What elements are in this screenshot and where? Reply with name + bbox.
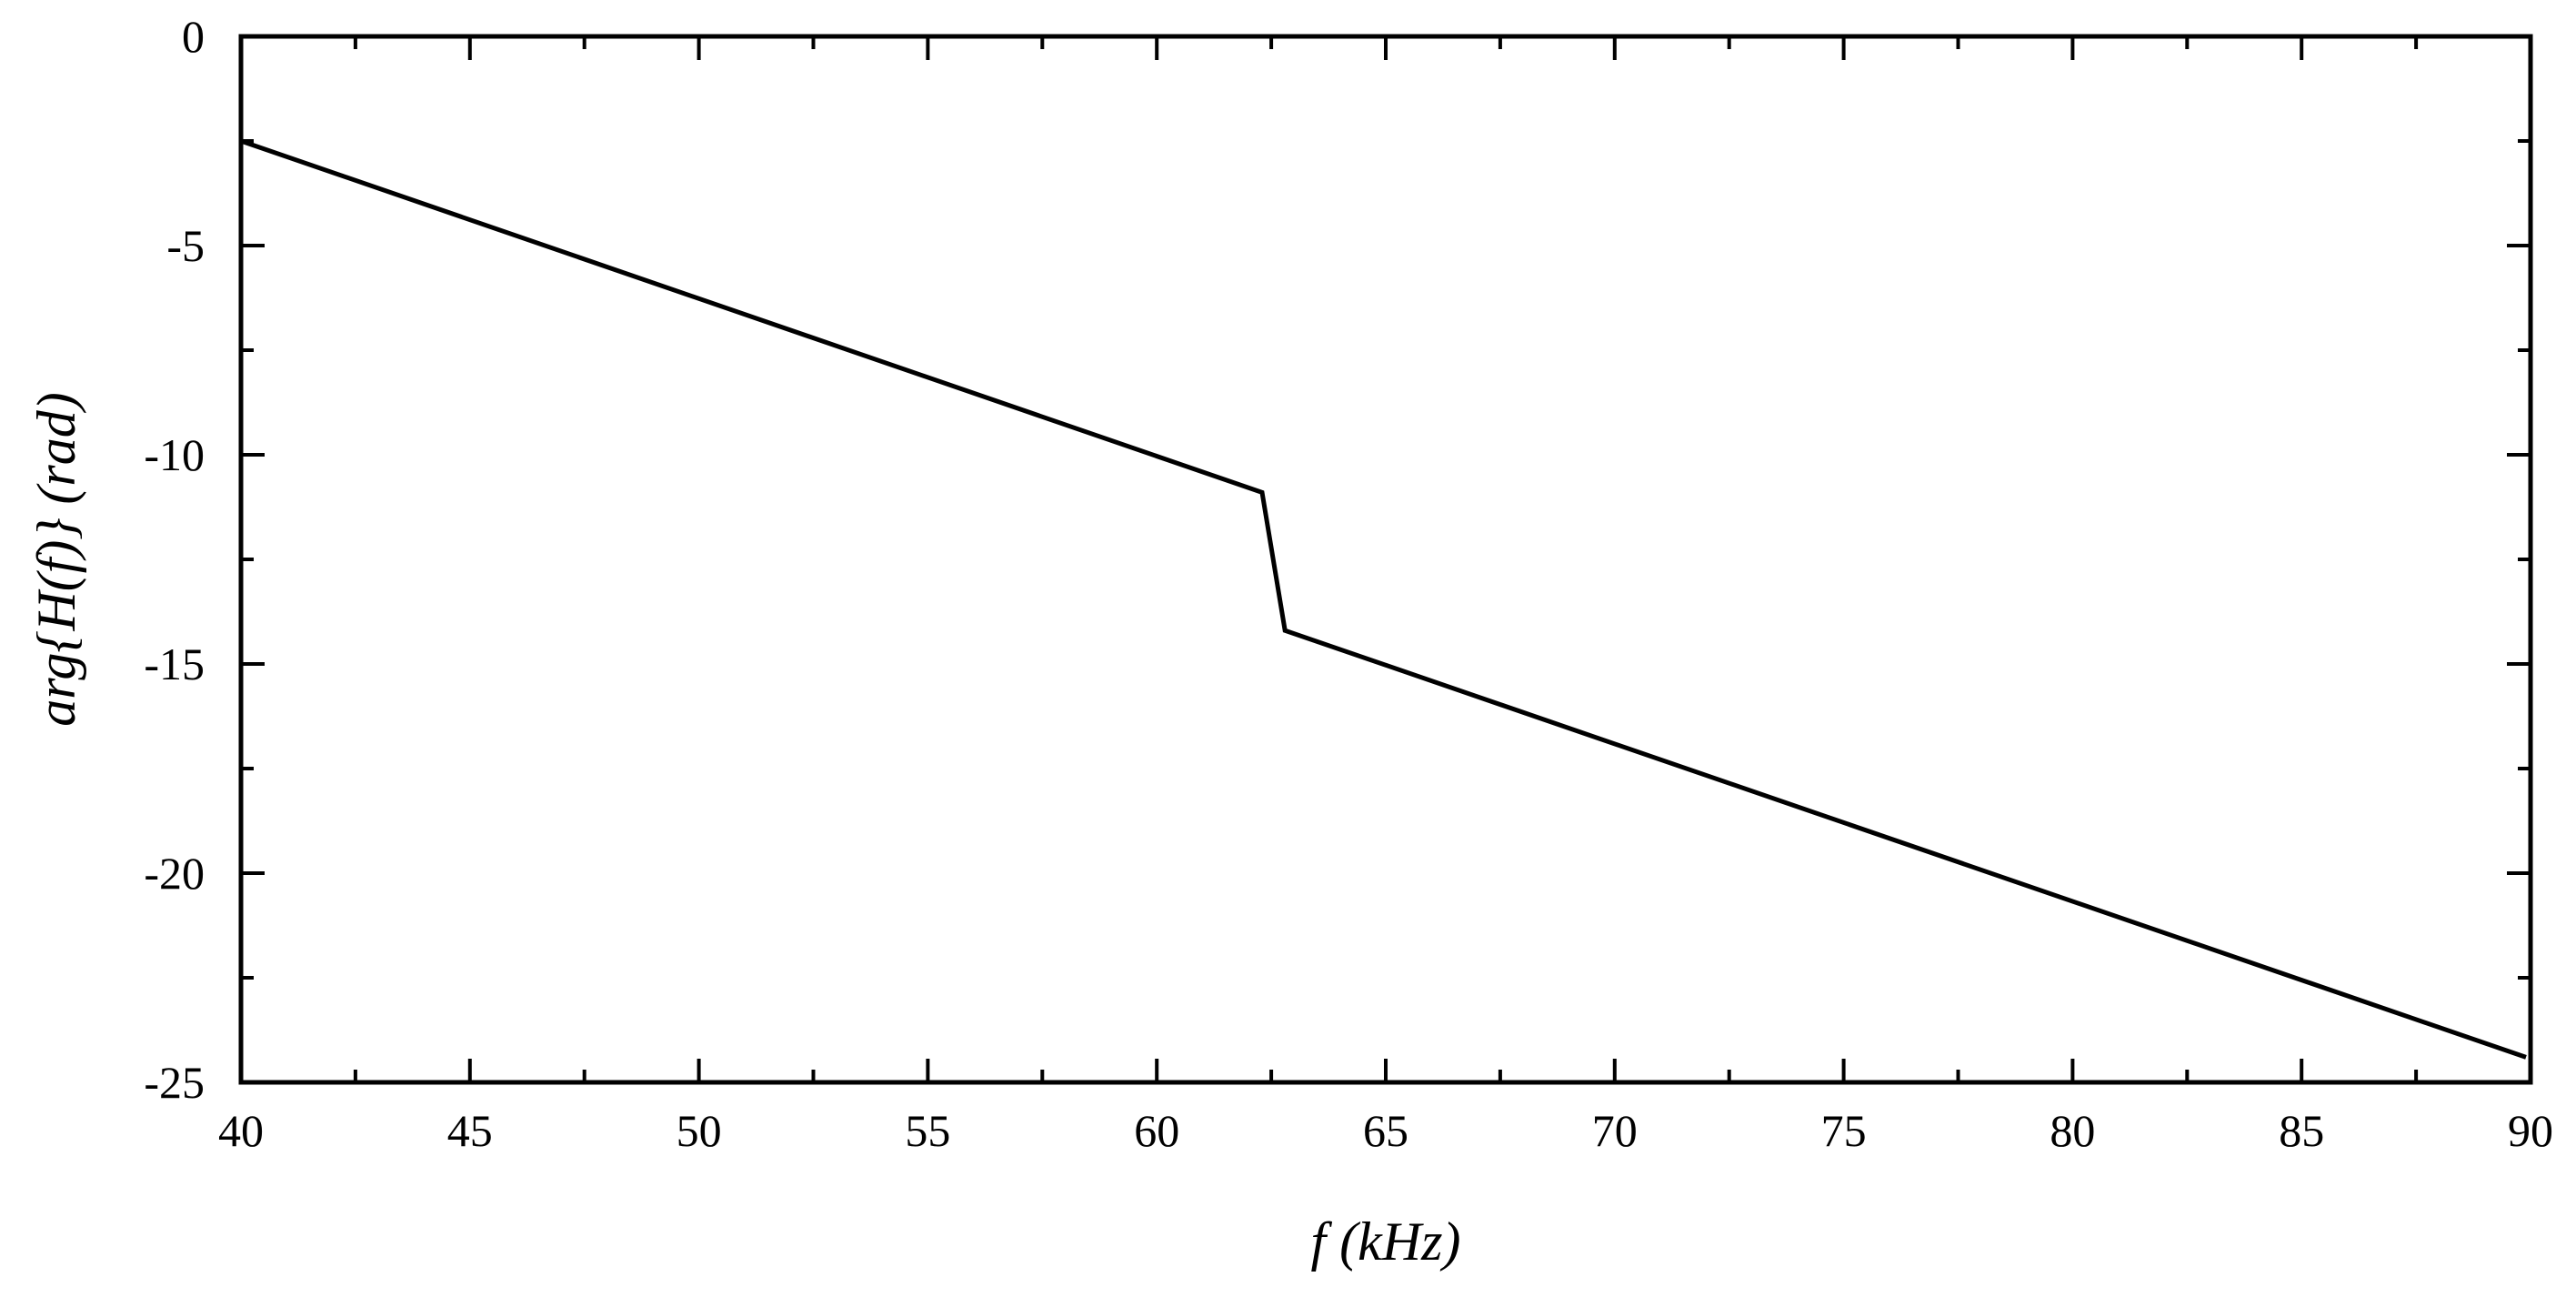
x-tick-label: 55: [905, 1105, 950, 1156]
y-tick-label: 0: [182, 11, 205, 62]
plot-frame: [238, 34, 2533, 1085]
x-tick-label: 40: [218, 1105, 264, 1156]
x-tick-label: 85: [2279, 1105, 2324, 1156]
y-tick-label: -15: [144, 638, 205, 689]
x-axis-title: f (kHz): [1311, 1212, 1461, 1272]
x-tick-label: 65: [1363, 1105, 1408, 1156]
series-line-1: [240, 138, 2527, 1060]
x-tick-labels: 40 45 50 55 60 65 70 75 80 85 90: [218, 1105, 2553, 1156]
x-tick-label: 80: [2050, 1105, 2095, 1156]
x-tick-label: 45: [447, 1105, 493, 1156]
x-tick-label: 60: [1134, 1105, 1179, 1156]
y-tick-label: -25: [144, 1057, 205, 1108]
y-tick-labels: 0 -5 -10 -15 -20 -25: [144, 11, 205, 1108]
x-tick-label: 90: [2508, 1105, 2553, 1156]
y-tick-label: -20: [144, 848, 205, 899]
y-tick-label: -5: [166, 220, 205, 271]
tick-marks: [239, 35, 2532, 1084]
x-tick-label: 70: [1592, 1105, 1638, 1156]
y-axis-title: arg{H(f)} (rad): [26, 392, 86, 726]
x-tick-label: 50: [677, 1105, 722, 1156]
y-tick-label: -10: [144, 429, 205, 480]
x-tick-label: 75: [1821, 1105, 1867, 1156]
series-lines: [240, 138, 2527, 1060]
